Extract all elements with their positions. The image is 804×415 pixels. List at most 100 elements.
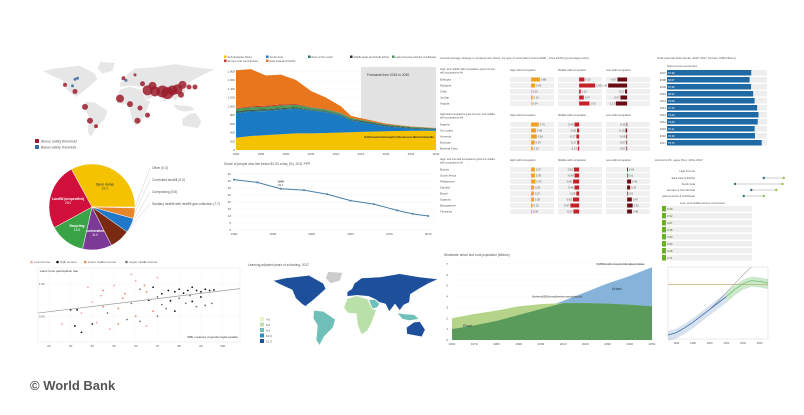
pie-label: Recycling	[69, 224, 84, 228]
scatter-point	[123, 292, 126, 295]
map-bubble	[124, 78, 128, 82]
projection-band	[726, 276, 768, 303]
scatter-point	[156, 315, 159, 318]
value-label: 0.48	[537, 129, 543, 133]
series-label-rural: Rural	[463, 324, 472, 328]
pie-outside-label: Controlled landfill (4.0)	[152, 178, 185, 182]
y-axis-label: Labor force participation rate	[40, 269, 79, 273]
urban-rural-area-chart: Worldwide urban and rural population (bi…	[442, 252, 656, 350]
data-point	[233, 178, 235, 181]
bar	[662, 255, 666, 261]
bar	[662, 220, 666, 226]
bar-background	[662, 206, 752, 212]
column-header: Low-skill occupation	[606, 68, 631, 72]
value-bar	[531, 77, 540, 82]
legend-swatch	[308, 55, 311, 58]
map-bubble	[72, 88, 78, 94]
x-tick-label: 60	[134, 344, 138, 348]
legend-label: East Asia and Pacific	[270, 59, 297, 63]
value-label: 1.03	[590, 102, 596, 106]
value-bar	[531, 140, 535, 145]
value-label: 0.76	[540, 123, 546, 127]
employment-change-table: Annual average change in employment shar…	[440, 55, 652, 235]
value-bar	[576, 134, 580, 139]
pie-outside-label: Composting (5.5)	[152, 190, 177, 194]
scatter-point	[189, 294, 191, 297]
value-label: 0.34	[536, 141, 542, 145]
pie-outside-label: Sanitary landfill with landfill gas coll…	[152, 202, 220, 206]
scatter-point	[134, 279, 137, 282]
value-bar	[627, 203, 633, 208]
map-bubble	[82, 103, 88, 110]
y-tick-label: 1	[446, 327, 448, 331]
chart-title: Accounts (%, ages 15+), 2011-2017	[655, 158, 703, 162]
scatter-point	[117, 307, 120, 310]
scatter-point	[191, 286, 194, 289]
scatter-point	[178, 288, 181, 291]
data-point	[302, 189, 305, 192]
scatter-point	[200, 296, 202, 298]
legend-label: 6.0	[266, 323, 271, 327]
legend-swatch	[260, 317, 264, 321]
dot-2011	[762, 176, 765, 180]
y-tick-label: 5	[446, 284, 448, 288]
value-label: -0.52	[567, 168, 573, 172]
bar-value-label: 75.73	[668, 141, 675, 145]
region-australia	[181, 112, 202, 129]
scatter-point	[80, 312, 83, 314]
x-tick-label: 50	[112, 344, 116, 348]
value-bar	[627, 197, 632, 202]
y-tick-label: 0	[446, 338, 448, 342]
accounts-dumbbell-chart: Accounts (%, ages 15+), 2011-2017 High in…	[655, 158, 795, 206]
value-bar	[608, 83, 628, 88]
scatter-point	[173, 310, 176, 313]
value-bar	[627, 185, 631, 190]
value-bar	[531, 185, 535, 190]
legend-label: 10.0	[266, 334, 272, 338]
scatter-point	[134, 315, 137, 318]
map-bubble	[192, 84, 198, 90]
legend-label: Low income	[34, 260, 50, 264]
legend-swatch	[350, 55, 353, 58]
value-label: 0.01	[628, 174, 634, 178]
value-label: 0.30	[631, 186, 637, 190]
scatter-point	[152, 310, 155, 313]
category-label: South Asia	[682, 182, 696, 186]
value-bar	[579, 101, 590, 106]
value-bar	[579, 83, 596, 88]
y-category-label: 2007	[660, 71, 667, 75]
y-tick-label: 25	[228, 193, 232, 197]
y-tick-label: 1,200	[227, 96, 235, 100]
scatter-point	[102, 289, 105, 292]
data-point	[326, 193, 329, 196]
cell-background	[558, 128, 602, 133]
group-label: skill occupations fell	[440, 116, 463, 120]
value-bar	[531, 203, 533, 208]
annotation-value: 29.1	[278, 183, 284, 187]
bar-background	[662, 213, 752, 219]
value-label: -0.97	[610, 78, 616, 82]
legend-swatch	[260, 339, 264, 343]
x-tick-label: 2005	[308, 152, 315, 156]
subtitle: High-income economies	[667, 64, 698, 68]
value-label: 0.15	[534, 204, 540, 208]
map-bubble	[137, 105, 143, 111]
value-bar	[531, 134, 537, 139]
bar	[667, 91, 754, 97]
legend-swatch	[224, 55, 227, 58]
scatter-point	[195, 289, 198, 292]
cell-background	[558, 185, 602, 190]
scatter-point	[80, 331, 83, 334]
legend-swatch	[260, 333, 264, 338]
bar-background	[662, 248, 752, 254]
waste-treatment-pie-chart: Open dump 33.0 Other (0.3) Controlled landf…	[30, 158, 220, 255]
cell-background	[606, 101, 650, 106]
x-tick-label: 40	[91, 344, 95, 348]
value-label: -0.07	[619, 147, 625, 151]
bar	[667, 84, 752, 90]
value-bar	[573, 167, 580, 172]
x-tick-label: 1960	[673, 341, 679, 345]
y-tick-label: 40	[228, 172, 232, 176]
country-label: Brazil	[440, 192, 448, 196]
region-south-america	[84, 101, 108, 138]
